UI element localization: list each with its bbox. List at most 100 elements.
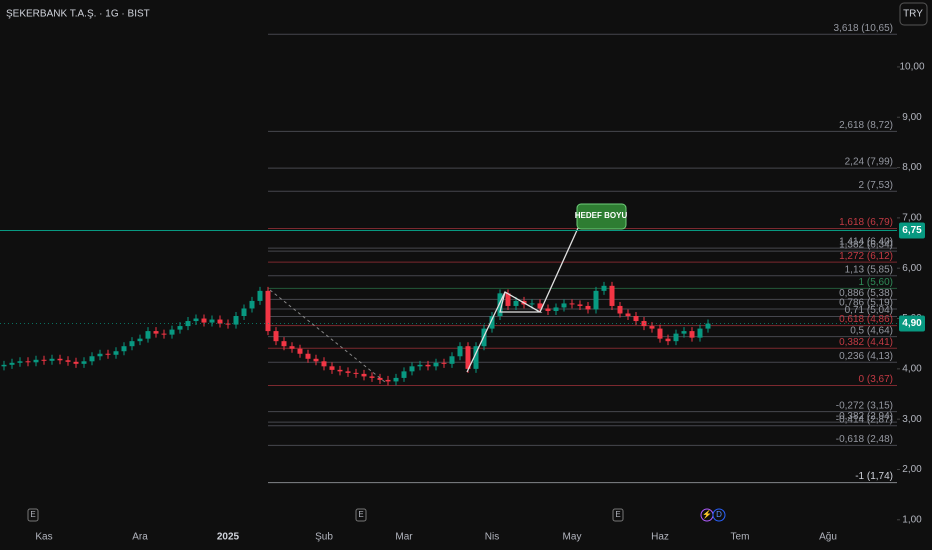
candle-body: [465, 346, 471, 369]
x-tick-label: Kas: [35, 532, 52, 543]
candle-body: [241, 308, 247, 317]
candle-body: [473, 346, 479, 369]
candle-body: [529, 303, 535, 305]
price-box: [899, 222, 925, 239]
candle-body: [569, 303, 575, 305]
candle-body: [1, 364, 7, 367]
candle-body: [17, 361, 23, 363]
fib-label: 0,886 (5,38): [839, 288, 893, 299]
candle-body: [129, 341, 135, 347]
fib-label: 1,618 (6,79): [839, 217, 893, 228]
dividend-label[interactable]: D: [716, 510, 722, 519]
candle-body: [201, 318, 207, 323]
x-tick-label: Haz: [651, 532, 669, 543]
x-tick-label: Şub: [315, 532, 333, 543]
candle-body: [545, 308, 551, 311]
fib-label: 0,236 (4,13): [839, 351, 893, 362]
candle-body: [665, 338, 671, 342]
candle-body: [345, 371, 351, 373]
candle-body: [25, 361, 31, 363]
candle-body: [137, 338, 143, 342]
x-tick-label: Tem: [731, 532, 750, 543]
candle-body: [297, 348, 303, 354]
fib-label: 0,5 (4,64): [850, 325, 893, 336]
candle-body: [329, 366, 335, 370]
candle-body: [609, 285, 615, 306]
price-label: 4,90: [902, 318, 922, 329]
candle-body: [377, 377, 383, 380]
candle-body: [305, 353, 311, 359]
event-box: [27, 508, 39, 522]
candle-body: [457, 346, 463, 357]
candle-body: [209, 319, 215, 323]
y-tick-label: 7,00: [902, 213, 922, 224]
candle-body: [73, 361, 79, 364]
dividend-icon[interactable]: [712, 508, 726, 522]
candle-body: [681, 331, 687, 334]
candle-body: [113, 351, 119, 355]
fib-label: 0,71 (5,04): [845, 305, 893, 316]
fib-label: 2 (7,53): [859, 180, 893, 191]
candle-body: [9, 362, 15, 365]
candle-body: [89, 356, 95, 362]
fib-label: 0,786 (5,19): [839, 298, 893, 309]
candle-body: [649, 326, 655, 329]
candle-body: [233, 316, 239, 325]
candle-body: [593, 290, 599, 310]
candle-body: [561, 303, 567, 308]
candle-body: [601, 285, 607, 291]
x-tick-label: Nis: [485, 532, 499, 543]
candle-body: [425, 364, 431, 367]
candle-body: [169, 329, 175, 335]
candle-body: [289, 346, 295, 349]
candle-body: [321, 361, 327, 367]
y-tick-label: 4,00: [902, 363, 922, 374]
candle-body: [449, 356, 455, 364]
fib-label: 1,382 (6,34): [839, 240, 893, 251]
candle-body: [33, 359, 39, 363]
candle-body: [177, 326, 183, 330]
chart-title: ŞEKERBANK T.A.Ş. · 1G · BIST: [6, 9, 150, 20]
candle-body: [497, 293, 503, 317]
fib-label: 1,272 (6,12): [839, 251, 893, 262]
fib-label: 0,618 (4,86): [839, 314, 893, 325]
x-tick-label: Mar: [395, 532, 413, 543]
x-tick-label: 2025: [217, 532, 240, 543]
candle-body: [505, 293, 511, 306]
price-box: [899, 315, 925, 332]
candle-body: [401, 371, 407, 378]
currency-button[interactable]: [899, 2, 928, 26]
candle-body: [577, 304, 583, 306]
candle-body: [633, 316, 639, 322]
candle-body: [153, 331, 159, 334]
fib-label: 2,24 (7,99): [845, 157, 893, 168]
y-tick-label: 10,00: [899, 62, 924, 73]
candle-body: [121, 346, 127, 352]
candle-body: [689, 331, 695, 338]
candle-body: [313, 358, 319, 362]
candle-body: [697, 328, 703, 338]
candle-body: [393, 377, 399, 382]
x-tick-label: Ara: [132, 532, 148, 543]
candle-body: [257, 290, 263, 301]
candle-body: [417, 364, 423, 367]
candle-body: [57, 358, 63, 361]
candle-body: [97, 353, 103, 357]
candle-body: [353, 372, 359, 374]
candle-body: [361, 373, 367, 377]
target-line: [539, 227, 579, 313]
fib-label: 1,414 (6,40): [839, 237, 893, 248]
fib-label: 1,13 (5,85): [845, 264, 893, 275]
candle-body: [657, 328, 663, 339]
fib-label: -0,414 (2,87): [836, 414, 893, 425]
fib-label: 3,618 (10,65): [834, 23, 894, 34]
candle-body: [273, 331, 279, 342]
candle-body: [265, 290, 271, 332]
y-tick-label: 8,00: [902, 162, 922, 173]
candle-body: [369, 376, 375, 378]
event-label: E: [30, 510, 35, 519]
currency-label[interactable]: TRY: [903, 9, 923, 20]
candle-body: [193, 318, 199, 322]
candle-body: [81, 361, 87, 364]
